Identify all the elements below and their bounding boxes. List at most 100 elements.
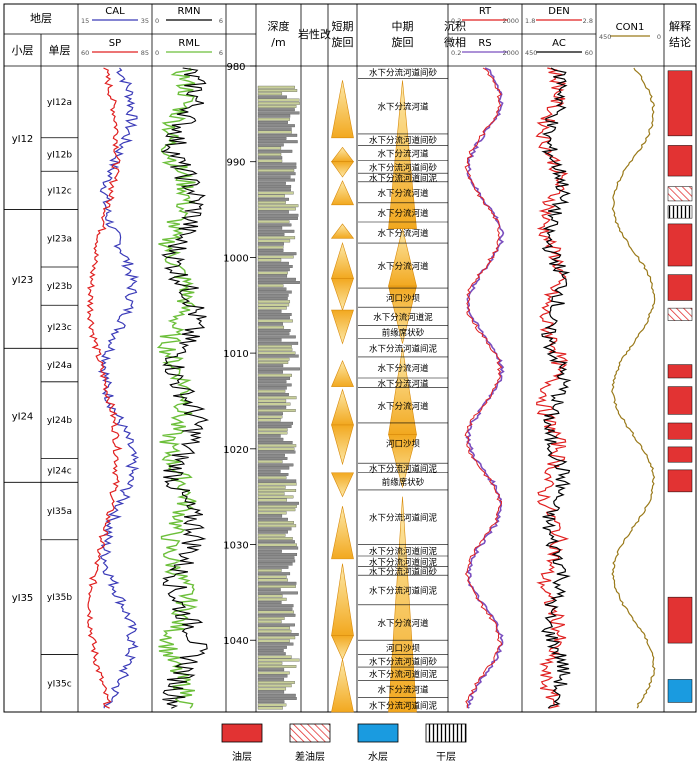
unit-label: yⅠ12c bbox=[47, 186, 71, 196]
lithology-bed bbox=[257, 121, 288, 124]
lithology-bed bbox=[257, 322, 283, 326]
cycle-columns bbox=[330, 80, 417, 713]
interpretation-oil-block bbox=[667, 469, 693, 493]
lithology-bed bbox=[257, 277, 296, 281]
legend-oil-swatch bbox=[221, 723, 263, 743]
lithology-bed bbox=[257, 450, 296, 454]
mid-cycle-triangle bbox=[388, 285, 417, 344]
lithology-bed bbox=[257, 108, 295, 112]
lithology-bed bbox=[257, 210, 289, 214]
lithology-bed bbox=[257, 226, 283, 230]
lithology-bed bbox=[257, 514, 283, 518]
legend-water-swatch bbox=[357, 723, 399, 743]
unit-label: yⅠ23c bbox=[47, 323, 71, 333]
interpretation-poor-oil-block bbox=[667, 307, 693, 321]
short-cycle-triangle bbox=[331, 472, 354, 498]
lithology-bed bbox=[257, 559, 296, 563]
lithology-bed bbox=[257, 437, 284, 441]
depth-label: 1030 bbox=[223, 541, 248, 552]
lithology-bed bbox=[257, 194, 285, 198]
lithology-bed bbox=[257, 636, 296, 640]
legend-poor-oil-label: 差油层 bbox=[295, 750, 325, 763]
lithology-bed bbox=[257, 565, 289, 569]
lithology-bed bbox=[257, 201, 286, 204]
lithology-bed bbox=[257, 265, 293, 268]
facies-label: 水下分流河道间泥 bbox=[369, 585, 438, 596]
lithology-bed bbox=[257, 677, 285, 681]
lithology-bed bbox=[257, 473, 289, 476]
lithology-bed bbox=[257, 149, 293, 153]
lithology-bed bbox=[257, 706, 283, 710]
lithology-bed bbox=[257, 239, 291, 243]
lithology-bed bbox=[257, 629, 292, 633]
lithology-bed bbox=[257, 409, 296, 412]
lithology-bed bbox=[257, 252, 297, 256]
interpretation-oil-block bbox=[667, 596, 693, 644]
lithology-bed bbox=[257, 255, 294, 259]
lithology-bed bbox=[257, 383, 292, 387]
con1-scale-min: 450 bbox=[599, 33, 611, 41]
legend-poor-oil-swatch bbox=[289, 723, 331, 743]
lithology-bed bbox=[257, 693, 296, 697]
lithology-bed bbox=[257, 223, 292, 227]
depth-label: 990 bbox=[226, 158, 245, 169]
lithology-bed bbox=[257, 89, 298, 92]
rmn-scale-min: 0 bbox=[155, 17, 159, 25]
lithology-bed bbox=[257, 495, 294, 499]
short-cycle-triangle bbox=[331, 506, 354, 560]
lithology-bed bbox=[257, 95, 287, 99]
lithology-bed bbox=[257, 639, 290, 643]
facies-label: 水下分流河道间泥 bbox=[369, 173, 438, 184]
short-cycle-triangle bbox=[331, 563, 354, 636]
lithology-bed bbox=[257, 511, 287, 515]
lithology-bed bbox=[257, 268, 290, 272]
lithology-bed bbox=[257, 457, 288, 460]
lithology-bed bbox=[257, 588, 281, 592]
interpretation-dry-block bbox=[667, 205, 693, 219]
lithology-bed bbox=[257, 146, 282, 150]
lithology-bed bbox=[257, 313, 292, 316]
lithology-bed bbox=[257, 524, 297, 528]
sp-scale-max: 85 bbox=[141, 49, 149, 57]
lithology-bed bbox=[257, 690, 285, 694]
lithology-bed bbox=[257, 617, 285, 620]
lithology-bed bbox=[257, 92, 283, 96]
lithology-bed bbox=[257, 111, 300, 115]
short-cycle-header-line1: 短期 bbox=[332, 19, 354, 33]
lithology-bed bbox=[257, 453, 285, 457]
lithology-bed bbox=[257, 220, 290, 224]
lithology-bed bbox=[257, 649, 284, 652]
lithology-bed bbox=[257, 281, 300, 284]
facies-label: 水下分流河道间砂 bbox=[369, 566, 438, 577]
interpretation-oil-block bbox=[667, 446, 693, 463]
ac-curve bbox=[540, 67, 572, 709]
lithology-bed bbox=[257, 501, 299, 505]
lithology-bed bbox=[257, 466, 290, 470]
facies-label: 水下分流河道间泥 bbox=[369, 546, 438, 557]
lithology-bed bbox=[257, 370, 283, 374]
lithology-bed bbox=[257, 377, 291, 380]
depth-label: 1020 bbox=[223, 445, 248, 456]
lithology-bed bbox=[257, 389, 286, 393]
log-curves bbox=[86, 67, 656, 709]
lithology-bed bbox=[257, 402, 291, 406]
lithology-bed bbox=[257, 341, 299, 345]
lithology-bed bbox=[257, 671, 290, 675]
legend-dry-swatch bbox=[425, 723, 467, 743]
lithology-bed bbox=[257, 172, 296, 176]
lithology-bed bbox=[257, 620, 282, 624]
lithology-bed bbox=[257, 418, 281, 422]
interpretation-oil-block bbox=[667, 223, 693, 267]
facies-label: 前缘席状砂 bbox=[382, 328, 425, 339]
sublayer-label: yⅠ23 bbox=[12, 275, 34, 286]
interpretation-oil-block bbox=[667, 145, 693, 177]
lithology-bed bbox=[257, 236, 296, 240]
lithology-bed bbox=[257, 309, 282, 313]
lithology-bed bbox=[257, 530, 288, 534]
lithology-bed bbox=[257, 396, 297, 400]
interpretation-header-line2: 结论 bbox=[669, 35, 691, 49]
facies-label: 前缘席状砂 bbox=[382, 477, 425, 488]
lithology-bed bbox=[257, 469, 281, 473]
interpretation-oil-block bbox=[667, 70, 693, 137]
